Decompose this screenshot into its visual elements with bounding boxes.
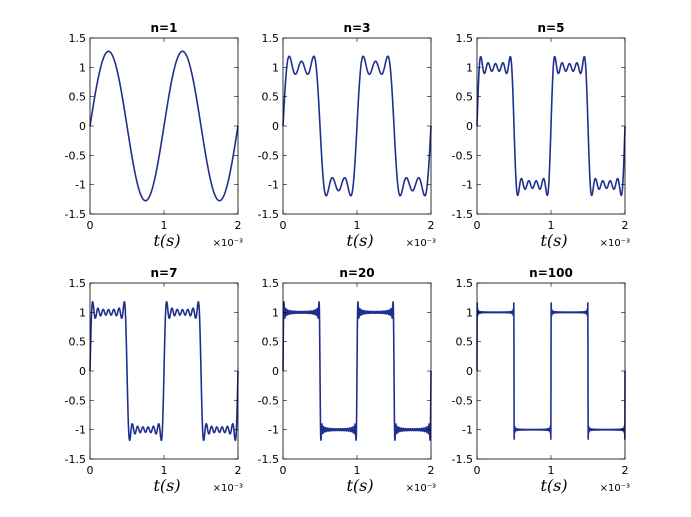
subplot-title: n=20 (339, 266, 374, 280)
x-axis-multiplier: ×10⁻³ (406, 483, 436, 494)
y-tick-label: -1.5 (258, 453, 279, 466)
y-tick-label: 1.5 (69, 32, 87, 45)
subplot-title: n=100 (529, 266, 573, 280)
y-tick-label: 0 (79, 365, 86, 378)
y-tick-label: 1 (79, 306, 86, 319)
x-axis-multiplier: ×10⁻³ (213, 483, 243, 494)
subplot: n=5 -1.5 -1 -0.5 0 0.5 1 1.5 0 1 2 t(s) ×10⁻³ (452, 21, 630, 250)
y-tick-label: 0.5 (69, 336, 87, 349)
series-line (476, 302, 626, 440)
series-line (89, 300, 239, 442)
y-tick-label: -0.5 (452, 149, 473, 162)
subplot-title: n=1 (151, 21, 178, 35)
x-tick-label: 0 (87, 464, 94, 477)
y-tick-label: 0 (466, 365, 473, 378)
x-tick-label: 2 (235, 219, 242, 232)
y-tick-label: -1 (462, 179, 473, 192)
y-tick-label: -0.5 (258, 394, 279, 407)
subplot: n=1 -1.5 -1 -0.5 0 0.5 1 1.5 0 1 2 t(s) ×10⁻³ (65, 21, 243, 250)
x-tick-label: 1 (354, 219, 361, 232)
series-line (476, 55, 626, 197)
x-tick-label: 1 (548, 464, 555, 477)
x-tick-label: 1 (161, 464, 168, 477)
y-tick-label: 0.5 (262, 91, 280, 104)
x-tick-label: 1 (548, 219, 555, 232)
subplot-title: n=3 (344, 21, 371, 35)
y-tick-label: 0.5 (456, 336, 474, 349)
y-tick-label: 0 (79, 120, 86, 133)
x-tick-label: 1 (354, 464, 361, 477)
x-axis-multiplier: ×10⁻³ (600, 238, 630, 249)
x-axis-label: t(s) (153, 231, 180, 250)
subplot-title: n=5 (538, 21, 565, 35)
subplot: n=3 -1.5 -1 -0.5 0 0.5 1 1.5 0 1 2 t(s) ×10⁻³ (258, 21, 436, 250)
x-tick-label: 0 (87, 219, 94, 232)
series-line (282, 301, 432, 441)
subplot: n=100 -1.5 -1 -0.5 0 0.5 1 1.5 0 1 2 t(s) ×10⁻³ (452, 266, 630, 495)
x-tick-label: 0 (280, 219, 287, 232)
x-axis-multiplier: ×10⁻³ (600, 483, 630, 494)
x-tick-label: 2 (622, 219, 629, 232)
series-line (282, 55, 432, 197)
x-axis-multiplier: ×10⁻³ (406, 238, 436, 249)
y-tick-label: -1.5 (452, 453, 473, 466)
x-tick-label: 0 (474, 219, 481, 232)
y-tick-label: 0 (272, 120, 279, 133)
y-tick-label: 0.5 (262, 336, 280, 349)
y-tick-label: 0.5 (456, 91, 474, 104)
x-axis-multiplier: ×10⁻³ (213, 238, 243, 249)
x-tick-label: 1 (161, 219, 168, 232)
x-axis-label: t(s) (540, 231, 567, 250)
x-tick-label: 2 (235, 464, 242, 477)
x-tick-label: 2 (622, 464, 629, 477)
y-tick-label: 1 (79, 61, 86, 74)
x-axis-label: t(s) (153, 476, 180, 495)
y-tick-label: -1 (75, 424, 86, 437)
y-tick-label: -1.5 (452, 208, 473, 221)
y-tick-label: 0.5 (69, 91, 87, 104)
y-tick-label: -1 (268, 179, 279, 192)
y-tick-label: 1 (466, 306, 473, 319)
y-tick-label: 1 (466, 61, 473, 74)
series-line (89, 50, 239, 202)
y-tick-label: 1 (272, 61, 279, 74)
y-tick-label: 1.5 (456, 32, 474, 45)
y-tick-label: -1 (75, 179, 86, 192)
x-tick-label: 2 (428, 219, 435, 232)
y-tick-label: -1 (268, 424, 279, 437)
y-tick-label: 1.5 (69, 277, 87, 290)
y-tick-label: -1 (462, 424, 473, 437)
y-tick-label: 1.5 (262, 277, 280, 290)
x-axis-label: t(s) (346, 231, 373, 250)
subplot: n=20 -1.5 -1 -0.5 0 0.5 1 1.5 0 1 2 t(s) ×10⁻³ (258, 266, 436, 495)
x-tick-label: 0 (280, 464, 287, 477)
y-tick-label: -1.5 (258, 208, 279, 221)
x-axis-label: t(s) (540, 476, 567, 495)
y-tick-label: 1 (272, 306, 279, 319)
x-tick-label: 2 (428, 464, 435, 477)
y-tick-label: 1.5 (456, 277, 474, 290)
subplot: n=7 -1.5 -1 -0.5 0 0.5 1 1.5 0 1 2 t(s) ×10⁻³ (65, 266, 243, 495)
y-tick-label: -1.5 (65, 453, 86, 466)
y-tick-label: -0.5 (65, 394, 86, 407)
subplot-title: n=7 (151, 266, 178, 280)
y-tick-label: 0 (466, 120, 473, 133)
x-axis-label: t(s) (346, 476, 373, 495)
x-tick-label: 0 (474, 464, 481, 477)
y-tick-label: -0.5 (452, 394, 473, 407)
y-tick-label: -0.5 (65, 149, 86, 162)
y-tick-label: -1.5 (65, 208, 86, 221)
y-tick-label: 0 (272, 365, 279, 378)
y-tick-label: -0.5 (258, 149, 279, 162)
y-tick-label: 1.5 (262, 32, 280, 45)
